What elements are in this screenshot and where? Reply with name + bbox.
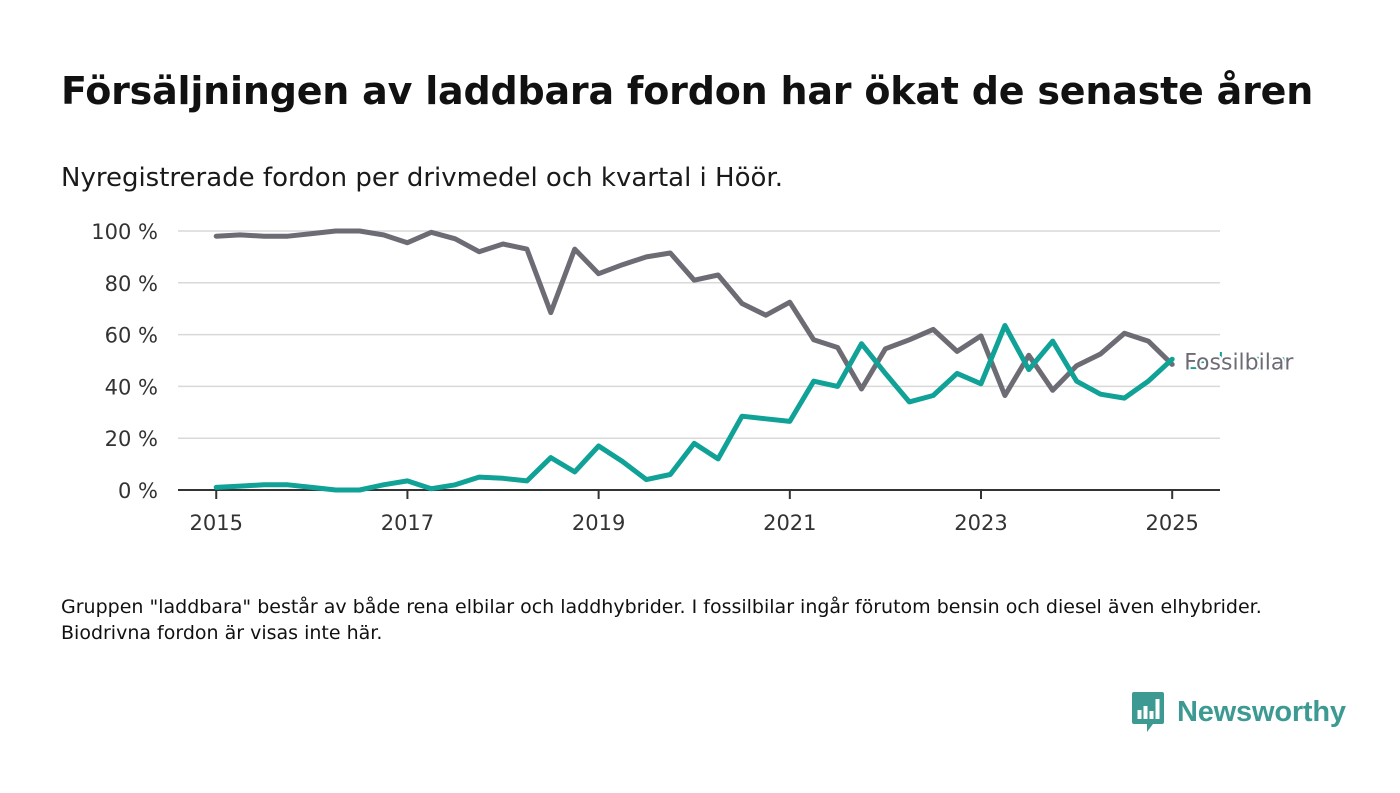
x-tick-label: 2017 bbox=[381, 511, 434, 535]
y-tick-label: 40 % bbox=[105, 375, 158, 399]
footnote: Gruppen "laddbara" består av både rena e… bbox=[61, 596, 1262, 644]
series-lines bbox=[213, 228, 1175, 493]
series-line-fossilbilar bbox=[213, 228, 1175, 398]
chart-subtitle: Nyregistrerade fordon per drivmedel och … bbox=[61, 163, 783, 193]
series-line-laddbara bbox=[213, 323, 1175, 493]
x-tick-label: 2023 bbox=[954, 511, 1007, 535]
y-tick-label: 100 % bbox=[91, 220, 158, 244]
x-tick-label: 2025 bbox=[1145, 511, 1198, 535]
x-tick-label: 2015 bbox=[190, 511, 243, 535]
y-tick-label: 0 % bbox=[118, 479, 158, 503]
newsworthy-logo-icon bbox=[1132, 692, 1164, 732]
y-tick-label: 80 % bbox=[105, 272, 158, 296]
series-label-fossilbilar: Fossilbilar bbox=[1184, 350, 1294, 375]
y-tick-label: 20 % bbox=[105, 427, 158, 451]
y-tick-label: 60 % bbox=[105, 324, 158, 348]
series-label-laddbara: Laddbara bbox=[1184, 350, 1288, 375]
x-tick-label: 2019 bbox=[572, 511, 625, 535]
x-axis: 2015 2017 2019 2021 2023 2025 bbox=[178, 489, 1220, 535]
newsworthy-logo[interactable]: Newsworthy bbox=[1131, 690, 1346, 734]
brand-name: Newsworthy bbox=[1177, 695, 1346, 728]
x-tick-label: 2021 bbox=[763, 511, 816, 535]
gridlines: 0 % 20 % 40 % 60 % 80 % 100 % bbox=[91, 220, 1220, 503]
chart-title: Försäljningen av laddbara fordon har öka… bbox=[61, 69, 1314, 113]
